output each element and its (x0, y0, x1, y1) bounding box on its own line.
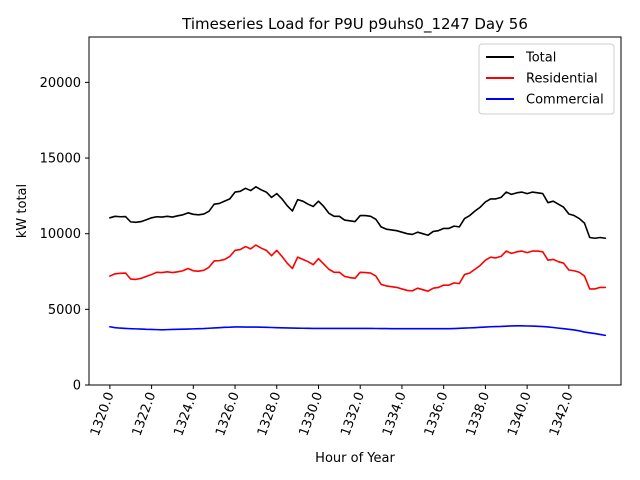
y-tick-labels: 0 5000 10000 15000 20000 (40, 76, 81, 394)
legend-label-commercial: Commercial (526, 93, 604, 108)
series-line-residential (109, 244, 607, 292)
x-axis-title: Hour of Year (315, 451, 395, 466)
legend-box (478, 43, 615, 115)
y-tick-label: 20000 (40, 76, 81, 91)
y-tick-label: 10000 (40, 227, 81, 242)
chart-title: Timeseries Load for P9U p9uhs0_1247 Day … (181, 15, 528, 34)
y-axis-title: kW total (15, 184, 30, 238)
series-line-total (109, 185, 607, 240)
plot-frame (88, 36, 622, 386)
legend-label-residential: Residential (526, 72, 598, 87)
y-tick-label: 15000 (40, 152, 81, 167)
y-tick-label: 5000 (48, 303, 81, 318)
tick-marks (85, 81, 570, 389)
legend-label-total: Total (525, 51, 556, 66)
series-lines (109, 185, 607, 337)
y-tick-label: 0 (73, 379, 81, 394)
series-line-commercial (109, 325, 607, 337)
legend: Total Residential Commercial (478, 43, 615, 115)
